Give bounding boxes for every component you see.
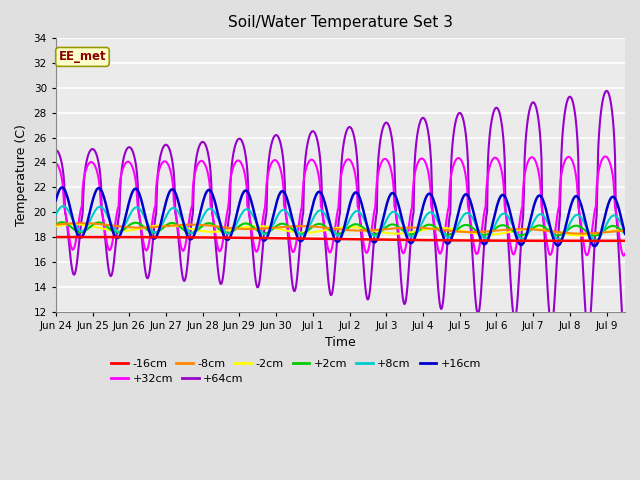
Y-axis label: Temperature (C): Temperature (C) [15,124,28,226]
Title: Soil/Water Temperature Set 3: Soil/Water Temperature Set 3 [228,15,453,30]
X-axis label: Time: Time [325,336,356,349]
Text: EE_met: EE_met [59,50,106,63]
Legend: +32cm, +64cm: +32cm, +64cm [107,369,248,388]
